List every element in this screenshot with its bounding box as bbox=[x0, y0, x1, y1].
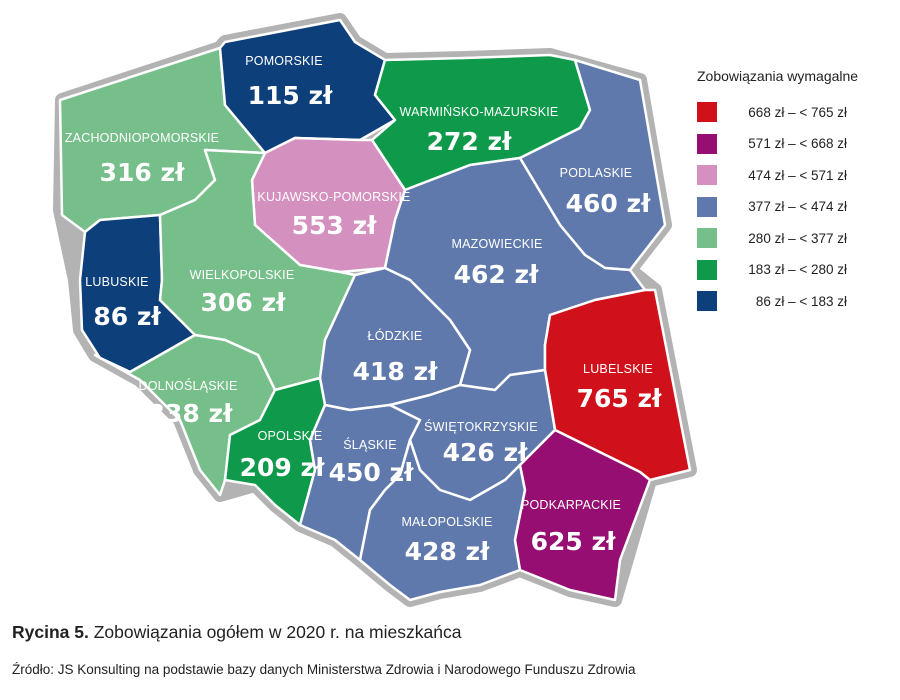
legend-item: 280 zł – < 377 zł bbox=[697, 228, 892, 248]
legend: Zobowiązania wymagalne 668 zł – < 765 zł… bbox=[697, 68, 892, 323]
region-value: 428 zł bbox=[405, 537, 490, 566]
caption-number: Rycina 5. bbox=[12, 622, 89, 642]
region-value: 418 zł bbox=[353, 357, 438, 386]
region-podkarpackie bbox=[513, 428, 652, 602]
region-value: 553 zł bbox=[292, 211, 377, 240]
legend-item: 183 zł – < 280 zł bbox=[697, 259, 892, 280]
region-labels: ZACHODNIOPOMORSKIE 316 zł POMORSKIE 115 … bbox=[65, 54, 662, 566]
region-name: WIELKOPOLSKIE bbox=[190, 268, 295, 282]
region-name: ZACHODNIOPOMORSKIE bbox=[65, 131, 219, 145]
region-name: ŁÓDZKIE bbox=[368, 328, 423, 343]
legend-swatch bbox=[697, 102, 717, 122]
legend-swatch bbox=[697, 291, 717, 311]
legend-swatch bbox=[697, 228, 717, 248]
region-value: 460 zł bbox=[566, 189, 651, 218]
legend-label: 571 zł – < 668 zł bbox=[748, 136, 847, 151]
source-note: Źródło: JS Konsulting na podstawie bazy … bbox=[12, 662, 636, 677]
region-name: DOLNOŚLĄSKIE bbox=[139, 378, 238, 393]
legend-title: Zobowiązania wymagalne bbox=[697, 68, 859, 84]
legend-item: 377 zł – < 474 zł bbox=[697, 196, 892, 217]
region-opolskie bbox=[223, 376, 327, 527]
legend-item: 86 zł – < 183 zł bbox=[697, 291, 892, 311]
region-name: LUBUSKIE bbox=[85, 275, 148, 289]
legend-swatch bbox=[697, 133, 717, 154]
region-value: 209 zł bbox=[240, 453, 325, 482]
caption-text: Zobowiązania ogółem w 2020 r. na mieszka… bbox=[93, 622, 462, 642]
region-name: POMORSKIE bbox=[245, 54, 323, 68]
legend-swatch bbox=[697, 259, 717, 280]
region-name: MAZOWIECKIE bbox=[451, 237, 542, 251]
legend-item: 474 zł – < 571 zł bbox=[697, 165, 892, 185]
region-name: ŚLĄSKIE bbox=[343, 437, 397, 452]
region-name: PODKARPACKIE bbox=[521, 498, 621, 512]
region-value: 306 zł bbox=[201, 288, 286, 317]
region-name: OPOLSKIE bbox=[258, 429, 323, 443]
region-value: 450 zł bbox=[329, 458, 414, 487]
region-value: 86 zł bbox=[93, 302, 161, 331]
figure-caption: Rycina 5. Zobowiązania ogółem w 2020 r. … bbox=[12, 622, 461, 643]
region-name: ŚWIĘTOKRZYSKIE bbox=[424, 419, 538, 434]
legend-label: 280 zł – < 377 zł bbox=[748, 230, 847, 246]
region-name: PODLASKIE bbox=[560, 166, 633, 180]
region-name: WARMIŃSKO-MAZURSKIE bbox=[400, 104, 559, 119]
region-name: LUBELSKIE bbox=[583, 362, 653, 376]
region-value: 625 zł bbox=[531, 527, 616, 556]
legend-label: 377 zł – < 474 zł bbox=[748, 199, 847, 214]
legend-item: 668 zł – < 765 zł bbox=[697, 102, 892, 122]
region-name: KUJAWSKO-POMORSKIE bbox=[257, 190, 410, 204]
legend-swatch bbox=[697, 165, 717, 185]
region-value: 462 zł bbox=[454, 260, 539, 289]
region-name: MAŁOPOLSKIE bbox=[401, 515, 492, 529]
poland-map: ZACHODNIOPOMORSKIE 316 zł POMORSKIE 115 … bbox=[53, 13, 697, 607]
legend-label: 183 zł – < 280 zł bbox=[748, 262, 847, 277]
region-value: 115 zł bbox=[248, 81, 333, 110]
region-value: 272 zł bbox=[427, 127, 512, 156]
legend-label: 668 zł – < 765 zł bbox=[748, 104, 847, 120]
legend-label: 474 zł – < 571 zł bbox=[748, 167, 847, 183]
region-value: 316 zł bbox=[100, 158, 185, 187]
region-value: 338 zł bbox=[148, 399, 233, 428]
legend-item: 571 zł – < 668 zł bbox=[697, 133, 892, 154]
region-value: 426 zł bbox=[443, 438, 528, 467]
legend-label: 86 zł – < 183 zł bbox=[755, 293, 847, 309]
legend-swatch bbox=[697, 196, 717, 217]
legend-items: 668 zł – < 765 zł 571 zł – < 668 zł 474 … bbox=[697, 102, 892, 311]
region-value: 765 zł bbox=[577, 384, 662, 413]
